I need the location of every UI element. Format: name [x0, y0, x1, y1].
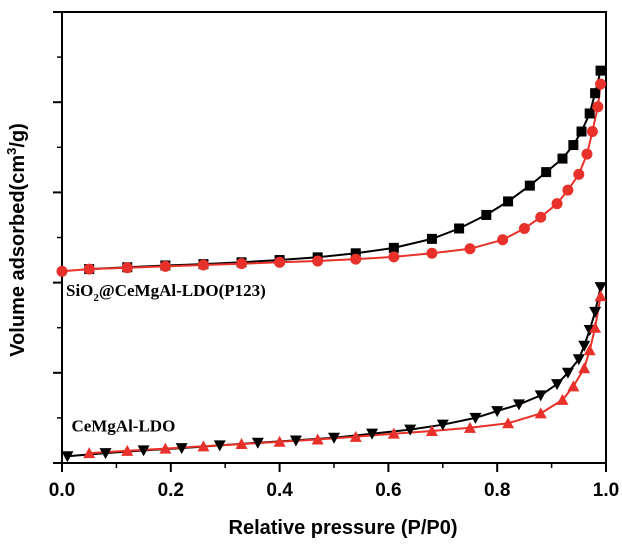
y-axis-ticks [53, 11, 62, 464]
data-point-circle [573, 168, 585, 180]
plot-frame [61, 11, 607, 464]
data-point-triangle-down [328, 432, 340, 444]
data-point-circle [56, 265, 68, 277]
data-point-triangle-down [469, 412, 482, 424]
data-point-square [590, 88, 601, 99]
data-point-square [350, 248, 361, 259]
data-point-circle [350, 253, 362, 265]
data-point-triangle-up [534, 407, 547, 419]
y-axis-label-suffix: /g) [7, 123, 29, 147]
data-point-circle [312, 255, 324, 267]
data-point-triangle-down [251, 437, 264, 449]
data-point-circle [83, 263, 95, 275]
data-point-circle [535, 211, 547, 223]
data-point-triangle-up [121, 444, 134, 456]
data-point-triangle-up [425, 424, 438, 436]
data-point-circle [121, 262, 133, 274]
data-point-circle [274, 256, 286, 268]
data-point-triangle-up [159, 442, 172, 454]
series-line-circle [61, 84, 602, 273]
data-point-square [481, 209, 492, 220]
data-point-triangle-up [311, 433, 324, 445]
data-point-circle [426, 247, 438, 259]
data-point-triangle-up [464, 421, 476, 433]
data-point-circle [592, 101, 604, 113]
data-point-circle [464, 243, 476, 255]
data-point-triangle-down [534, 390, 547, 402]
data-point-square [584, 108, 595, 119]
data-point-square [454, 223, 465, 234]
data-point-circle [388, 251, 400, 263]
data-point-triangle-up [502, 417, 515, 429]
data-point-triangle-down [512, 399, 525, 411]
y-axis-label-superscript: 3 [4, 148, 19, 155]
data-point-triangle-up [273, 435, 286, 447]
data-point-square [541, 167, 552, 178]
data-point-circle [518, 222, 530, 234]
data-point-triangle-up [197, 440, 210, 452]
data-point-triangle-down [589, 306, 602, 318]
x-tick-label: 0.0 [49, 480, 75, 501]
data-point-square [388, 242, 399, 253]
data-point-triangle-up [83, 447, 96, 459]
series-line-square [89, 70, 602, 271]
data-point-circle [581, 148, 593, 160]
x-tick-label: 0.4 [266, 480, 293, 501]
data-point-triangle-up [567, 380, 580, 392]
data-point-triangle-up [583, 344, 596, 356]
plot-border [61, 11, 607, 464]
data-point-circle [562, 184, 574, 196]
annotation-sio2: SiO2@CeMgAl-LDO(P123) [66, 281, 266, 304]
data-point-circle [586, 126, 598, 138]
data-point-triangle-down [561, 367, 574, 379]
data-point-triangle-up [235, 438, 248, 450]
x-axis-ticks: 0.0 0.2 0.4 0.6 0.8 1.0 [49, 463, 619, 501]
data-point-triangle-down [61, 451, 74, 463]
data-point-triangle-down [137, 445, 150, 457]
data-point-circle [159, 260, 171, 272]
x-tick-label: 0.6 [375, 480, 401, 501]
data-point-circle [236, 258, 248, 270]
data-point-triangle-up [387, 427, 400, 439]
data-point-triangle-up [349, 430, 362, 442]
isotherm-curves [61, 70, 602, 458]
data-point-triangle-down [99, 448, 112, 460]
y-axis-label: Volume adsorbed(cm3/g) [4, 123, 29, 357]
data-point-triangle-up [594, 290, 607, 302]
data-point-triangle-down [594, 282, 607, 294]
data-point-triangle-down [289, 435, 302, 447]
data-point-square [568, 140, 579, 151]
data-point-square [524, 180, 535, 191]
data-point-triangle-down [175, 443, 188, 455]
data-point-square [426, 233, 437, 244]
data-point-circle [197, 259, 209, 271]
data-point-square [557, 153, 568, 164]
annotation-cemgal: CeMgAl-LDO [71, 416, 175, 435]
x-tick-label: 1.0 [593, 480, 619, 501]
curve-annotations: SiO2@CeMgAl-LDO(P123) CeMgAl-LDO [66, 281, 266, 435]
data-point-triangle-down [366, 428, 379, 440]
data-point-circle [497, 234, 509, 246]
data-point-triangle-up [556, 393, 569, 405]
data-point-square [576, 126, 587, 137]
data-point-triangle-down [404, 424, 417, 436]
isotherm-markers [56, 65, 607, 463]
x-tick-label: 0.2 [158, 480, 184, 501]
data-point-triangle-down [551, 379, 564, 391]
x-axis-label: Relative pressure (P/P0) [229, 517, 458, 539]
data-point-triangle-down [436, 419, 449, 431]
data-point-triangle-down [213, 440, 226, 452]
data-point-triangle-up [578, 362, 591, 374]
data-point-triangle-down [572, 354, 585, 366]
data-point-triangle-down [491, 406, 504, 418]
data-point-square [595, 65, 606, 76]
data-point-triangle-up [589, 321, 602, 333]
data-point-square [503, 196, 514, 207]
y-axis-label-prefix: Volume adsorbed(cm [7, 155, 29, 357]
data-point-circle [595, 78, 607, 90]
x-tick-label: 0.8 [484, 480, 510, 501]
data-point-triangle-down [578, 340, 591, 352]
data-point-circle [551, 198, 563, 210]
